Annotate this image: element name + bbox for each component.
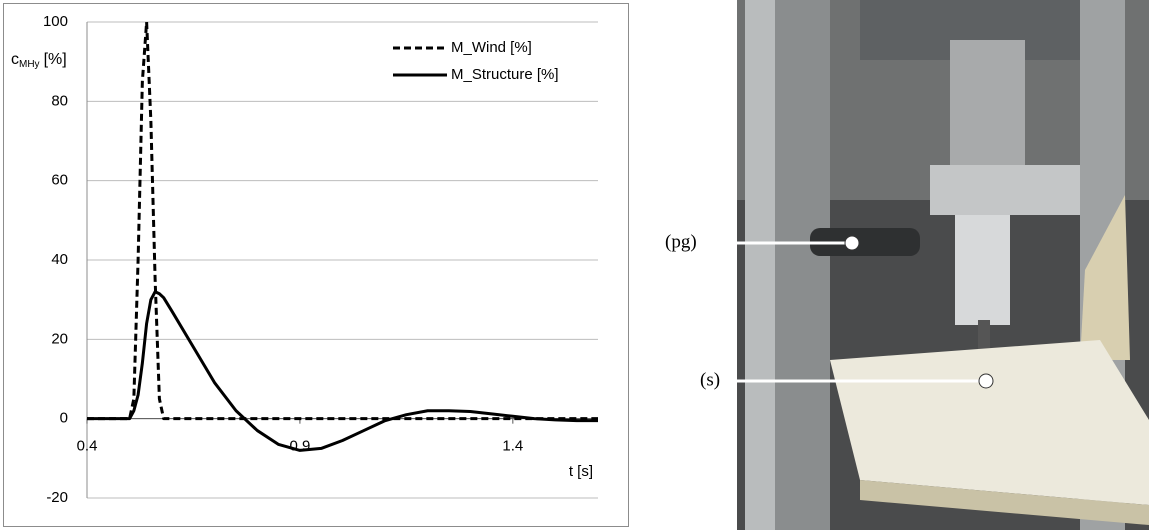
callout-dot [844, 235, 860, 251]
legend-label: M_Structure [%] [451, 66, 559, 83]
plate [830, 340, 1149, 505]
y-label-symbol: c [11, 51, 19, 68]
clamp-bar [930, 165, 1080, 215]
pin-holder [955, 215, 1010, 325]
pressure-gauge [810, 228, 920, 256]
x-tick-label: 1.4 [502, 438, 523, 455]
photo-label: (s) [700, 369, 720, 390]
load-cell [950, 40, 1025, 170]
x-axis-label: t [s] [569, 463, 593, 480]
y-axis-label: cMHy [%] [11, 51, 67, 69]
photo: (pg) (s) [665, 0, 1149, 530]
panel [1080, 195, 1130, 360]
series-line [87, 290, 598, 452]
y-label-subscript: MHy [19, 59, 40, 70]
y-tick-label: 0 [60, 410, 68, 427]
y-tick-label: 60 [51, 172, 68, 189]
y-tick-label: 20 [51, 330, 68, 347]
y-tick-label: 40 [51, 251, 68, 268]
chart: -20 0 20 40 60 80 100 0.4 0.9 1.4 t [s] cMHy [%] M_Wi… [11, 13, 598, 506]
y-tick-label: -20 [46, 489, 68, 506]
plate-edge [860, 480, 1149, 525]
callout-dot [978, 373, 994, 389]
x-tick-label: 0.9 [289, 438, 310, 455]
x-tick-label: 0.4 [77, 438, 98, 455]
series-line [87, 20, 598, 421]
frame-column [775, 0, 830, 530]
chart-frame [3, 3, 629, 527]
y-tick-label: 100 [43, 13, 68, 30]
photo-label: (pg) [665, 231, 697, 252]
y-tick-label: 80 [51, 92, 68, 109]
y-label-unit: [%] [44, 51, 67, 68]
legend-label: M_Wind [%] [451, 39, 532, 56]
